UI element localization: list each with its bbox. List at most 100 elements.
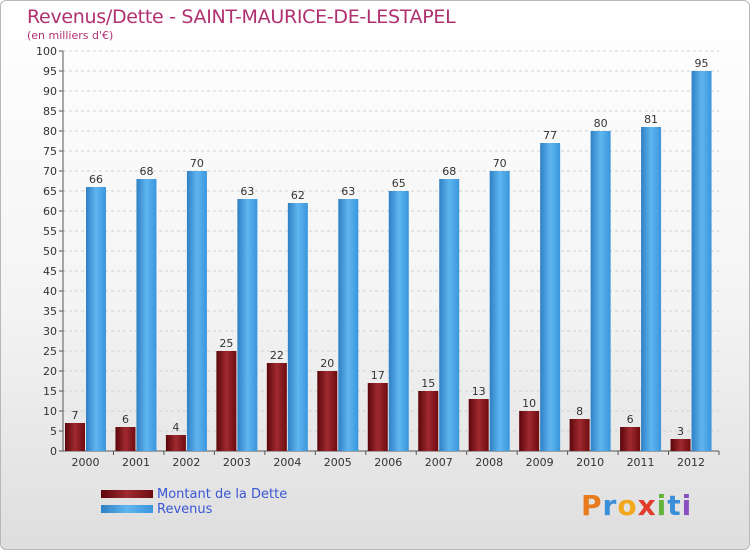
y-tick-label: 55 (43, 225, 57, 238)
bar-revenue-value-label: 68 (442, 165, 456, 178)
x-tick-label: 2011 (627, 456, 655, 469)
bar-revenue-value-label: 62 (291, 189, 305, 202)
logo-letter: x (637, 489, 657, 522)
x-tick-label: 2010 (576, 456, 604, 469)
bar-revenue-value-label: 70 (493, 157, 507, 170)
bar-debt (569, 419, 590, 451)
bar-debt-value-label: 8 (576, 405, 583, 418)
y-tick-label: 80 (43, 125, 57, 138)
bar-revenue (86, 187, 106, 451)
chart-subtitle: (en milliers d'€) (27, 29, 114, 42)
y-tick-label: 20 (43, 365, 57, 378)
bar-debt-value-label: 13 (472, 385, 486, 398)
y-tick-label: 40 (43, 285, 57, 298)
bar-revenue (186, 171, 207, 451)
bar-debt (418, 391, 439, 451)
bar-revenue (388, 191, 409, 451)
bar-revenue (691, 71, 712, 451)
bar-debt-value-label: 6 (122, 413, 129, 426)
bar-revenue-value-label: 63 (341, 185, 355, 198)
legend-label-debt: Montant de la Dette (157, 487, 288, 502)
x-tick-label: 2004 (273, 456, 301, 469)
chart-title: Revenus/Dette - SAINT-MAURICE-DE-LESTAPE… (27, 6, 456, 28)
bar-revenue-value-label: 77 (543, 129, 557, 142)
logo-letter: P (581, 489, 603, 522)
logo-letter: i (656, 489, 668, 522)
bar-revenue (439, 179, 460, 451)
bar-debt (317, 371, 338, 451)
bar-revenue-value-label: 68 (139, 165, 153, 178)
bar-debt-value-label: 22 (270, 349, 284, 362)
bar-debt-value-label: 15 (421, 377, 435, 390)
bar-debt-value-label: 20 (320, 357, 334, 370)
logo-letter: i (681, 489, 693, 522)
x-tick-label: 2001 (122, 456, 150, 469)
x-tick-label: 2003 (223, 456, 251, 469)
x-tick-label: 2002 (172, 456, 200, 469)
y-tick-label: 25 (43, 345, 57, 358)
bar-revenue-value-label: 95 (695, 57, 709, 70)
bar-debt (468, 399, 489, 451)
bar-revenue (641, 127, 662, 451)
bar-revenue-value-label: 65 (392, 177, 406, 190)
logo-letter: t (667, 489, 682, 522)
bar-revenue (590, 131, 611, 451)
x-tick-label: 2007 (425, 456, 453, 469)
y-tick-label: 70 (43, 165, 57, 178)
legend-label-revenue: Revenus (157, 502, 213, 517)
logo-letter: o (617, 489, 638, 522)
bar-debt (367, 383, 388, 451)
bar-debt-value-label: 6 (627, 413, 634, 426)
bar-debt (620, 427, 641, 451)
bar-revenue-value-label: 80 (594, 117, 608, 130)
y-tick-label: 5 (50, 425, 57, 438)
proxiti-logo: Proxiti (581, 489, 692, 522)
bar-debt-value-label: 4 (172, 421, 179, 434)
y-tick-label: 15 (43, 385, 57, 398)
y-tick-label: 30 (43, 325, 57, 338)
x-tick-label: 2008 (475, 456, 503, 469)
bar-revenue-value-label: 81 (644, 113, 658, 126)
bar-debt (65, 423, 85, 451)
x-tick-label: 2005 (324, 456, 352, 469)
y-tick-label: 100 (36, 45, 57, 58)
x-tick-label: 2012 (677, 456, 705, 469)
logo-letter: r (602, 489, 618, 522)
bar-debt-value-label: 17 (371, 369, 385, 382)
bar-debt (165, 435, 186, 451)
bar-revenue (237, 199, 258, 451)
y-tick-label: 10 (43, 405, 57, 418)
bar-revenue (338, 199, 359, 451)
bar-debt (216, 351, 237, 451)
y-tick-label: 75 (43, 145, 57, 158)
x-tick-label: 2000 (72, 456, 100, 469)
y-tick-label: 65 (43, 185, 57, 198)
bar-debt-value-label: 3 (677, 425, 684, 438)
bar-debt-value-label: 25 (219, 337, 233, 350)
y-tick-label: 90 (43, 85, 57, 98)
y-tick-label: 60 (43, 205, 57, 218)
bar-debt-value-label: 10 (522, 397, 536, 410)
y-tick-label: 85 (43, 105, 57, 118)
x-tick-label: 2006 (374, 456, 402, 469)
bar-revenue-value-label: 70 (190, 157, 204, 170)
y-tick-label: 35 (43, 305, 57, 318)
bar-debt (266, 363, 287, 451)
bar-revenue (287, 203, 308, 451)
y-tick-label: 95 (43, 65, 57, 78)
x-tick-label: 2009 (526, 456, 554, 469)
bar-debt (519, 411, 540, 451)
bar-revenue-value-label: 63 (240, 185, 254, 198)
y-tick-label: 50 (43, 245, 57, 258)
y-tick-label: 45 (43, 265, 57, 278)
bar-debt (115, 427, 136, 451)
bar-debt (670, 439, 691, 451)
bar-revenue-value-label: 66 (89, 173, 103, 186)
legend-swatch-revenue (101, 505, 153, 513)
bar-revenue (540, 143, 561, 451)
y-tick-label: 0 (50, 445, 57, 458)
bar-debt-value-label: 7 (72, 409, 79, 422)
legend-swatch-debt (101, 490, 153, 498)
